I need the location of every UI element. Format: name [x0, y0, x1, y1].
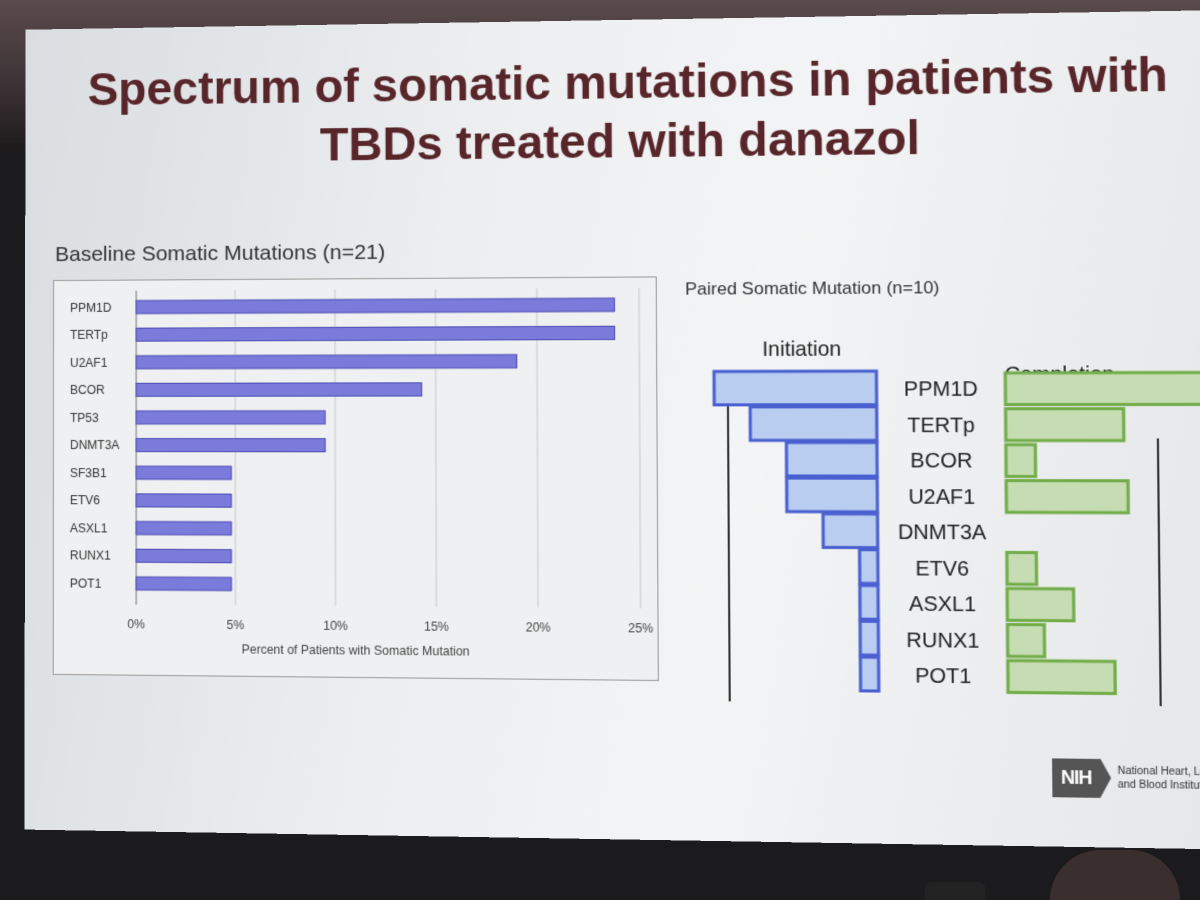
completion-bar [1005, 372, 1200, 404]
category-label: TERTp [70, 328, 108, 342]
bar [136, 383, 421, 397]
x-tick-label: 15% [424, 620, 449, 635]
paired-chart-title: Paired Somatic Mutation (n=10) [685, 277, 940, 299]
initiation-bar [860, 621, 878, 655]
audience-device [925, 882, 985, 900]
completion-bar [1006, 409, 1124, 441]
completion-bar [1008, 661, 1115, 694]
category-label: TP53 [70, 411, 99, 425]
completion-bar [1007, 588, 1074, 620]
category-label: ASXL1 [909, 593, 976, 616]
category-label: TERTp [907, 414, 975, 437]
category-label: POT1 [70, 576, 102, 590]
grid-line [639, 288, 641, 608]
initiation-bar [750, 407, 877, 441]
bar [136, 549, 231, 563]
baseline-chart-frame: 0% 5% 10% 15% 20% 25% PPM1D TERTp U2AF1 BCOR TP53 D… [52, 276, 659, 682]
bar [136, 494, 231, 507]
category-label: ETV6 [915, 557, 969, 580]
category-label: ETV6 [70, 494, 100, 508]
nih-logo-arrow [1099, 757, 1112, 799]
baseline-bar-chart: 0% 5% 10% 15% 20% 25% PPM1D TERTp U2AF1 BCOR TP53 D… [70, 277, 654, 659]
x-tick-label: 10% [323, 619, 348, 633]
x-tick-label: 0% [127, 618, 145, 632]
completion-bar [1007, 552, 1037, 584]
initiation-bar [860, 550, 878, 584]
category-label: U2AF1 [908, 486, 975, 509]
left-scale-line [728, 392, 730, 707]
audience-head [1050, 850, 1180, 900]
initiation-header: Initiation [762, 338, 841, 361]
category-label: ASXL1 [70, 521, 108, 535]
category-label: DNMT3A [70, 438, 120, 452]
right-scale-line [1158, 438, 1161, 706]
x-tick-label: 5% [227, 618, 245, 632]
category-label: SF3B1 [70, 466, 107, 480]
completion-bar [1007, 624, 1044, 656]
category-label: PPM1D [70, 301, 112, 315]
nih-logo: NIH National Heart, Lung, and Blood Inst… [1052, 757, 1200, 800]
nih-logo-mark: NIH [1052, 757, 1101, 798]
bar [136, 466, 231, 479]
initiation-bar [787, 478, 878, 512]
bar [136, 439, 325, 452]
category-label: U2AF1 [70, 356, 108, 370]
initiation-bar [786, 442, 877, 476]
bar [136, 522, 231, 535]
bar [136, 577, 231, 591]
bar [136, 298, 614, 314]
category-label: BCOR [70, 383, 105, 397]
bar [136, 355, 517, 369]
category-label: POT1 [915, 665, 971, 689]
baseline-chart-title: Baseline Somatic Mutations (n=21) [55, 240, 386, 267]
category-label: RUNX1 [70, 549, 111, 563]
initiation-bar [860, 585, 878, 619]
category-label: RUNX1 [906, 629, 979, 653]
paired-butterfly-chart: InitiationCompletion55PPM1DTERTpBCORU2AF… [680, 338, 1200, 707]
initiation-bar [823, 514, 878, 548]
category-label: DNMT3A [898, 522, 987, 545]
initiation-bar [714, 371, 877, 405]
initiation-bar [860, 657, 878, 691]
bar [136, 411, 325, 424]
category-label: BCOR [910, 450, 972, 473]
x-tick-label: 25% [628, 621, 654, 636]
x-axis-label: Percent of Patients with Somatic Mutatio… [242, 643, 470, 659]
projection-screen: Spectrum of somatic mutations in patient… [24, 9, 1200, 850]
nih-institute-name: National Heart, Lung, and Blood Institut… [1117, 765, 1200, 793]
completion-bar [1006, 481, 1128, 513]
x-tick-label: 20% [526, 621, 551, 636]
completion-bar [1006, 445, 1036, 477]
slide-title: Spectrum of somatic mutations in patient… [87, 47, 1169, 171]
category-label: PPM1D [904, 378, 978, 401]
bar [136, 326, 614, 341]
